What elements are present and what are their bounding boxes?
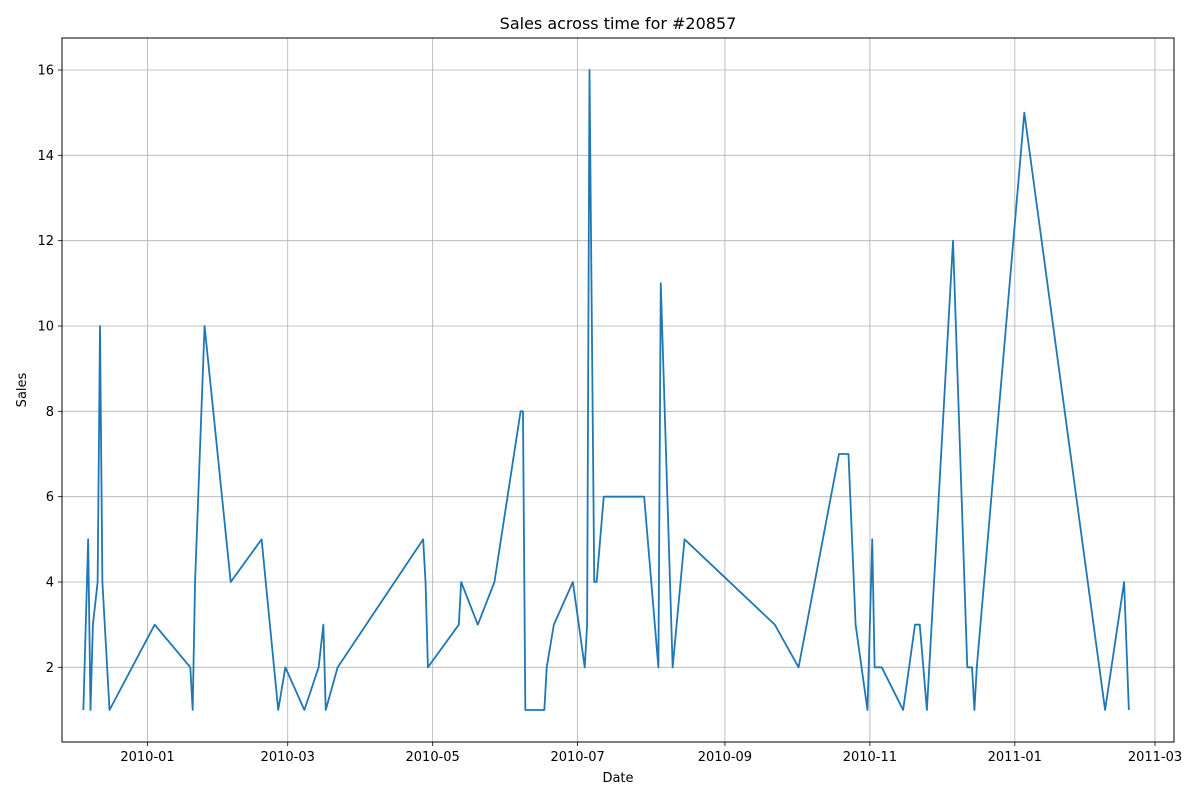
x-tick-label: 2011-01 <box>988 750 1042 765</box>
x-axis: 2010-01 2010-03 2010-05 2010-07 2010-09 2010-… <box>120 742 1182 765</box>
y-tick-label: 12 <box>37 234 54 249</box>
x-tick-label: 2011-03 <box>1128 750 1182 765</box>
y-axis-title: Sales <box>15 372 30 407</box>
grid-lines <box>62 38 1174 742</box>
y-axis: 2 4 6 8 10 12 14 16 <box>37 64 62 676</box>
data-series-line <box>82 69 1130 711</box>
y-tick-label: 4 <box>46 576 54 591</box>
y-tick-label: 14 <box>37 149 54 164</box>
plot-frame <box>61 37 1175 743</box>
chart-title: Sales across time for #20857 <box>500 14 737 33</box>
series-line <box>82 69 1130 711</box>
y-tick-label: 16 <box>37 64 54 79</box>
x-axis-title: Date <box>602 771 633 786</box>
x-tick-label: 2010-07 <box>550 750 604 765</box>
x-tick-label: 2010-09 <box>698 750 752 765</box>
y-tick-label: 10 <box>37 320 54 335</box>
x-tick-label: 2010-11 <box>843 750 897 765</box>
x-tick-label: 2010-03 <box>261 750 315 765</box>
y-tick-label: 8 <box>46 405 54 420</box>
y-tick-label: 6 <box>46 490 54 505</box>
y-tick-label: 2 <box>46 661 54 676</box>
x-tick-label: 2010-01 <box>120 750 174 765</box>
x-tick-label: 2010-05 <box>406 750 460 765</box>
